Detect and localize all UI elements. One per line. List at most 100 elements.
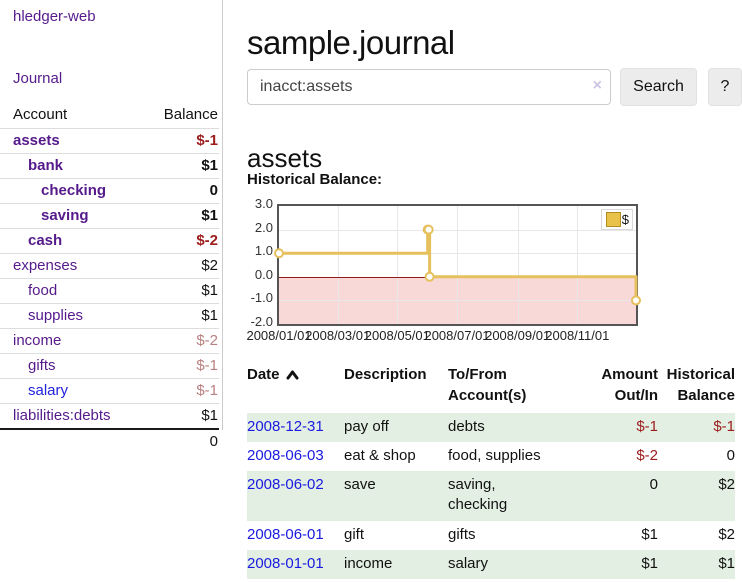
y-axis-tick-label: -2.0 <box>250 314 273 329</box>
register-column-header: To/From Account(s) <box>448 366 527 405</box>
transaction-amount: 0 <box>586 471 658 521</box>
account-balance: 0 <box>209 182 218 199</box>
account-balance: $-1 <box>196 382 218 399</box>
balance-series-line <box>274 224 641 306</box>
sidebar-account-row[interactable]: assets $-1 <box>0 129 219 153</box>
transaction-row: 2008-06-03 eat & shop food, supplies $-2 0 <box>247 442 735 471</box>
transaction-description: income <box>344 549 448 580</box>
y-axis-tick-label: 1.0 <box>254 243 273 259</box>
account-link[interactable]: salary <box>28 382 69 399</box>
account-rows: assets $-1 bank $1 checking 0 saving $1 cash $-2 e… <box>0 129 219 428</box>
transaction-date-link[interactable]: 2008-01-01 <box>247 554 324 572</box>
search-input[interactable] <box>247 69 611 105</box>
transaction-date-link[interactable]: 2008-06-01 <box>247 525 324 543</box>
sidebar-item-journal[interactable]: Journal <box>13 70 63 87</box>
register-table: Date Description To/From Account(s) Amount Ou… <box>247 360 735 580</box>
register-header-row: Date Description To/From Account(s) Amount Ou… <box>247 360 735 413</box>
chart-plot-area: $ <box>274 204 641 326</box>
legend-label: $ <box>621 212 629 227</box>
register-column-header: Description <box>344 366 427 383</box>
transaction-accounts: gifts <box>448 525 476 543</box>
clear-search-icon[interactable]: × <box>592 77 602 94</box>
transaction-row: 2008-12-31 pay off debts $-1 $-1 <box>247 412 735 442</box>
account-balance: $1 <box>201 307 218 324</box>
sidebar-account-row[interactable]: expenses $2 <box>0 253 219 278</box>
register-column-header: Historical Balance <box>666 366 735 405</box>
account-heading: assets <box>247 142 323 173</box>
transaction-accounts: food, supplies <box>448 446 541 464</box>
account-total: 0 <box>0 428 219 454</box>
data-point-marker <box>274 248 284 259</box>
sidebar-account-row[interactable]: salary $-1 <box>0 378 219 403</box>
chart-title: Historical Balance: <box>247 171 383 188</box>
account-link[interactable]: bank <box>28 157 64 174</box>
transaction-date-link[interactable]: 2008-12-31 <box>247 417 324 435</box>
account-balance-table: Account Balance assets $-1 bank $1 checking 0… <box>0 104 219 454</box>
sidebar-account-row[interactable]: food $1 <box>0 278 219 303</box>
register-column-header: Amount Out/In <box>601 366 658 405</box>
chart-legend: $ <box>600 209 633 230</box>
account-balance: $-2 <box>196 332 218 349</box>
account-balance: $1 <box>201 207 218 224</box>
x-axis-tick-label: 2008/05/01 <box>364 328 430 343</box>
account-link[interactable]: cash <box>28 232 63 249</box>
sidebar-account-row[interactable]: saving $1 <box>0 203 219 228</box>
y-axis-tick-label: 2.0 <box>254 219 273 235</box>
x-axis-tick-label: 2008/07/01 <box>424 328 490 343</box>
sidebar-account-row[interactable]: income $-2 <box>0 328 219 353</box>
historical-balance-chart: 3.0 2.0 1.0 0.0 -1.0 -2.0 $ 2008/01/01 2008/03… <box>246 196 727 348</box>
brand-link[interactable]: hledger-web <box>13 8 96 25</box>
account-link[interactable]: liabilities:debts <box>13 407 111 424</box>
data-point-marker <box>424 271 435 282</box>
data-point-marker <box>631 295 641 306</box>
transaction-balance: $2 <box>718 525 735 543</box>
page-title: sample.journal <box>247 24 455 62</box>
transaction-amount: $1 <box>641 525 658 543</box>
transaction-balance: 0 <box>726 446 735 464</box>
transaction-description: pay off <box>344 412 448 442</box>
account-link[interactable]: supplies <box>28 307 84 324</box>
transaction-row: 2008-01-01 income salary $1 $1 <box>247 549 735 580</box>
account-column-header: Account <box>13 106 68 123</box>
x-axis-tick-label: 2008/01/01 <box>246 328 312 343</box>
account-link[interactable]: gifts <box>28 357 56 374</box>
transaction-accounts: debts <box>448 412 586 442</box>
balance-column-header: Balance <box>163 106 218 123</box>
search-form: × <box>247 69 611 105</box>
account-balance: $-2 <box>196 232 218 249</box>
transaction-amount: $1 <box>586 549 658 580</box>
legend-swatch-icon <box>605 212 621 227</box>
transaction-balance: $2 <box>658 471 735 521</box>
sidebar-account-row[interactable]: gifts $-1 <box>0 353 219 378</box>
sidebar-account-row[interactable]: liabilities:debts $1 <box>0 403 219 428</box>
transaction-row: 2008-06-01 gift gifts $1 $2 <box>247 521 735 550</box>
transaction-amount: $-2 <box>636 446 658 464</box>
transaction-accounts: salary <box>448 549 586 580</box>
search-button[interactable]: Search <box>620 68 697 106</box>
transaction-description: eat & shop <box>344 446 416 464</box>
help-button[interactable]: ? <box>708 68 742 106</box>
register-column-header[interactable]: Date <box>247 360 344 413</box>
transaction-description: gift <box>344 525 365 543</box>
account-link[interactable]: saving <box>41 207 89 224</box>
transaction-balance: $-1 <box>658 412 735 442</box>
account-link[interactable]: expenses <box>13 257 78 274</box>
transaction-date-link[interactable]: 2008-06-03 <box>247 446 324 464</box>
transaction-date-link[interactable]: 2008-06-02 <box>247 476 324 494</box>
sidebar-account-row[interactable]: bank $1 <box>0 153 219 178</box>
account-table-header: Account Balance <box>0 104 219 129</box>
y-axis-tick-label: -1.0 <box>250 290 273 306</box>
account-balance: $1 <box>201 282 218 299</box>
account-link[interactable]: food <box>28 282 58 299</box>
transaction-balance: $1 <box>658 549 735 580</box>
account-link[interactable]: checking <box>41 182 107 199</box>
sidebar-account-row[interactable]: checking 0 <box>0 178 219 203</box>
account-link[interactable]: income <box>13 332 62 349</box>
account-link[interactable]: assets <box>13 132 60 149</box>
sort-ascending-icon[interactable] <box>286 365 299 386</box>
transaction-row: 2008-06-02 save saving, checking 0 $2 <box>247 471 735 521</box>
y-axis-tick-label: 0.0 <box>254 266 273 282</box>
sidebar-account-row[interactable]: supplies $1 <box>0 303 219 328</box>
sidebar-account-row[interactable]: cash $-2 <box>0 228 219 253</box>
